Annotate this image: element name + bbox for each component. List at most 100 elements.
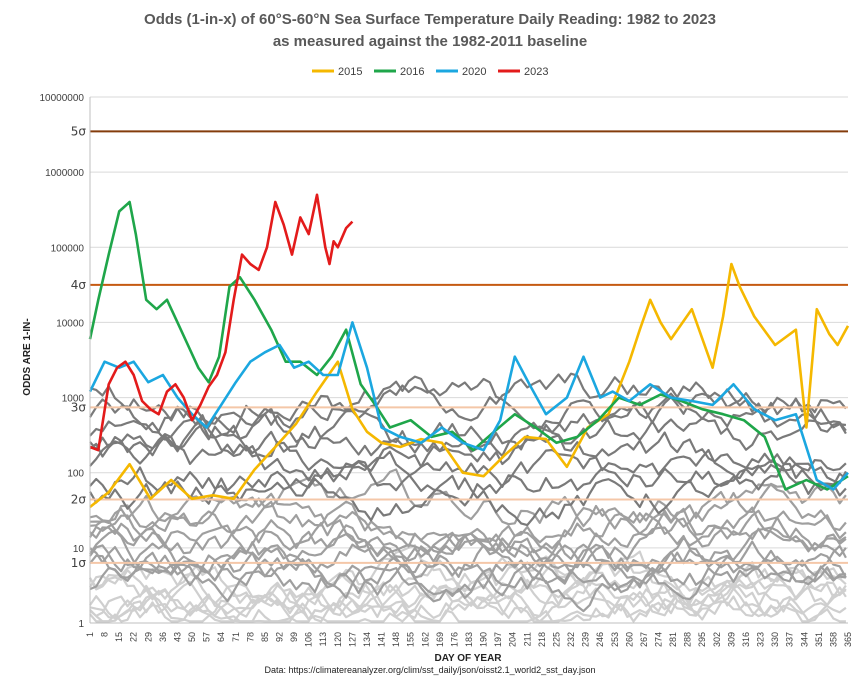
x-tick-label: 43 xyxy=(172,632,182,642)
x-tick-label: 309 xyxy=(726,632,736,647)
x-tick-label: 232 xyxy=(566,632,576,647)
x-tick-label: 323 xyxy=(756,632,766,647)
sigma-label: 2σ xyxy=(71,493,87,507)
legend-label: 2020 xyxy=(462,66,486,78)
x-tick-label: 50 xyxy=(187,632,197,642)
x-tick-label: 1 xyxy=(85,632,95,637)
x-tick-label: 260 xyxy=(624,632,634,647)
background-year-line xyxy=(89,452,847,505)
sigma-label: 5σ xyxy=(71,124,87,138)
x-tick-label: 106 xyxy=(304,632,314,647)
sigma-label: 1σ xyxy=(71,556,87,570)
x-tick-label: 15 xyxy=(114,632,124,642)
x-tick-label: 8 xyxy=(100,632,110,637)
source-note: Data: https://climatereanalyzer.org/clim… xyxy=(265,665,596,675)
x-tick-label: 162 xyxy=(420,632,430,647)
legend: 2015 2016 2020 2023 xyxy=(312,66,548,78)
background-year-line xyxy=(89,562,847,623)
x-tick-label: 358 xyxy=(828,632,838,647)
chart-subtitle: as measured against the 1982-2011 baseli… xyxy=(273,33,587,50)
x-tick-label: 365 xyxy=(843,632,853,647)
series-line-2020 xyxy=(88,321,849,491)
x-tick-label: 281 xyxy=(668,632,678,647)
x-tick-label: 344 xyxy=(799,632,809,647)
x-tick-label: 288 xyxy=(683,632,693,647)
x-tick-label: 204 xyxy=(508,632,518,647)
legend-label: 2015 xyxy=(338,66,362,78)
x-tick-label: 176 xyxy=(449,632,459,647)
y-tick-label: 1000000 xyxy=(45,168,84,179)
legend-label: 2016 xyxy=(400,66,424,78)
x-tick-label: 218 xyxy=(537,632,547,647)
x-tick-label: 253 xyxy=(610,632,620,647)
x-tick-label: 197 xyxy=(493,632,503,647)
x-tick-label: 337 xyxy=(785,632,795,647)
x-tick-label: 134 xyxy=(362,632,372,647)
x-axis-label: DAY OF YEAR xyxy=(434,653,502,664)
y-tick-label: 10 xyxy=(73,544,85,555)
background-year-line xyxy=(89,433,847,507)
background-year-line xyxy=(89,579,847,623)
sigma-label: 3σ xyxy=(71,400,87,414)
legend-label: 2023 xyxy=(524,66,548,78)
x-tick-labels: 1 8 15 22 29 36 43 50 57 64 71 78 85 92 99 106 113 120 127… xyxy=(85,632,853,647)
x-tick-label: 22 xyxy=(129,632,139,642)
background-year-line xyxy=(89,526,847,603)
x-tick-label: 351 xyxy=(814,632,824,647)
y-tick-label: 100 xyxy=(67,469,84,480)
y-tick-label: 100000 xyxy=(51,243,85,254)
y-tick-label: 1000 xyxy=(62,394,85,405)
background-year-line xyxy=(89,544,847,615)
x-tick-label: 190 xyxy=(479,632,489,647)
background-year-line xyxy=(89,544,847,603)
background-year-line xyxy=(89,500,847,555)
x-tick-label: 246 xyxy=(595,632,605,647)
x-tick-label: 225 xyxy=(551,632,561,647)
series-line-2016 xyxy=(88,200,849,491)
x-tick-label: 183 xyxy=(464,632,474,647)
x-tick-label: 120 xyxy=(333,632,343,647)
background-year-line xyxy=(89,468,847,533)
x-tick-label: 92 xyxy=(275,632,285,642)
y-tick-label: 10000 xyxy=(56,318,84,329)
gridlines xyxy=(90,96,848,624)
x-tick-label: 29 xyxy=(143,632,153,642)
x-tick-label: 316 xyxy=(741,632,751,647)
background-year-line xyxy=(89,550,847,618)
x-tick-label: 64 xyxy=(216,632,226,642)
x-tick-label: 78 xyxy=(245,632,255,642)
y-tick-label: 1 xyxy=(78,619,84,630)
y-tick-label: 10000000 xyxy=(40,93,85,104)
x-tick-label: 330 xyxy=(770,632,780,647)
series-line-2023 xyxy=(89,193,354,452)
x-tick-label: 71 xyxy=(231,632,241,642)
x-tick-label: 155 xyxy=(406,632,416,647)
sigma-lines: 1σ 2σ 3σ 4σ 5σ xyxy=(71,124,848,570)
x-tick-label: 302 xyxy=(712,632,722,647)
x-tick-label: 169 xyxy=(435,632,445,647)
x-tick-label: 85 xyxy=(260,632,270,642)
y-axis-label: ODDS ARE 1-IN- xyxy=(22,318,33,395)
background-year-line xyxy=(89,529,847,585)
x-tick-label: 99 xyxy=(289,632,299,642)
series-line-2015 xyxy=(89,262,850,509)
x-tick-label: 141 xyxy=(377,632,387,647)
axes xyxy=(89,97,848,624)
x-tick-label: 239 xyxy=(581,632,591,647)
background-year-line xyxy=(89,571,846,623)
background-year-line xyxy=(89,407,847,457)
x-tick-label: 57 xyxy=(202,632,212,642)
series-lines xyxy=(88,193,850,509)
x-tick-label: 113 xyxy=(318,632,328,646)
chart-title: Odds (1-in-x) of 60°S-60°N Sea Surface T… xyxy=(144,11,716,28)
x-tick-label: 211 xyxy=(522,632,532,646)
x-tick-label: 148 xyxy=(391,632,401,647)
y-tick-labels: 1 10 100 1000 10000 100000 1000000 10000000 xyxy=(40,93,85,630)
x-tick-label: 267 xyxy=(639,632,649,647)
background-year-line xyxy=(89,423,847,485)
sigma-label: 4σ xyxy=(71,278,87,292)
x-tick-label: 127 xyxy=(347,632,357,647)
x-tick-label: 295 xyxy=(697,632,707,647)
x-tick-label: 36 xyxy=(158,632,168,642)
